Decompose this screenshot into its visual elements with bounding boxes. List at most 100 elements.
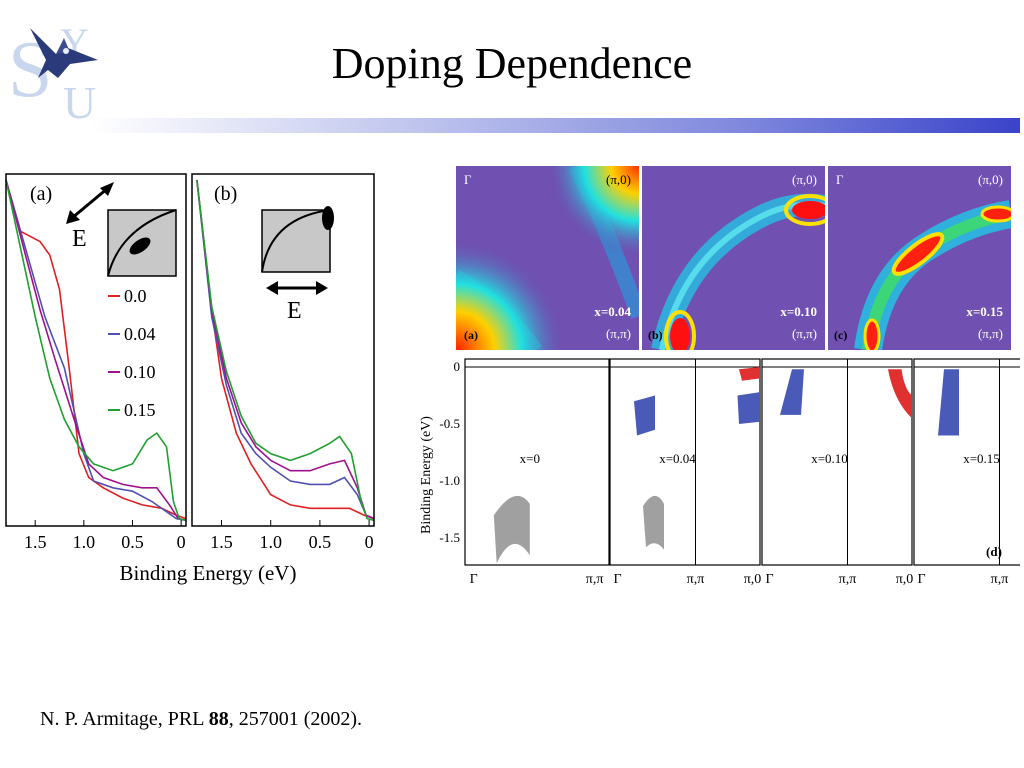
gamma-label: Γ [464,172,472,187]
fs-map-a: Γ (π,0) x=0.04 (π,π) (a) [456,166,639,350]
eagle-icon [30,28,98,78]
fs-map-b: (π,0) x=0.10 (π,π) (b) [642,166,825,350]
pi0-label: (π,0) [978,172,1003,187]
x-tick-label: 1.0 [73,532,96,552]
y-tick-label: -0.5 [439,416,460,431]
panel-a-label: (a) [30,183,52,205]
band-region [493,495,530,564]
doping-label: x=0.04 [659,451,696,466]
subpanel-frame [609,358,761,566]
k-tick-label: Γ [470,572,478,587]
doping-label: x=0.04 [594,304,631,319]
fermi-surface-maps: Γ (π,0) x=0.04 (π,π) (a) (π,0) x=0.10 (π… [456,166,1011,350]
fs-map-b-image [642,166,825,350]
x-tick-label: 1.5 [210,532,233,552]
dispersion-subpanel: x=0.04 Γ π,π π,0 [609,358,762,587]
title-underline [92,118,1020,133]
panel-b-label: (b) [214,183,237,205]
k-tick-label: π,π [586,572,604,587]
edc-line-0.15 [196,179,375,522]
panel-a-frame [5,173,187,527]
k-tick-label: π,0 [896,572,914,587]
k-tick-label: Γ [917,572,925,587]
band-region [739,367,760,381]
pipi-label: (π,π) [977,326,1003,341]
band-region [643,495,664,550]
k-tick-label: Γ [765,572,773,587]
y-tick-label: -1.5 [439,530,460,545]
panel-d-label: (d) [986,544,1002,559]
edc-panel-a [5,179,187,522]
map-panel-label: (b) [648,328,663,342]
x-tick-label: 0 [177,532,186,552]
fs-map-c: Γ (π,0) x=0.15 (π,π) (c) [828,166,1011,350]
edc-figure: (a) (b) E E 0.0 0.04 0.10 0.15 1.5 1.0 0.5 0 1.… [5,173,375,585]
logo-letter-u: U [63,77,96,120]
pipi-label: (π,π) [791,326,817,341]
k-tick-label: π,π [991,572,1009,587]
dispersion-subpanel: x=0.10 Γ π,π π,0 [761,358,914,587]
k-tick-label: Γ [613,572,621,587]
polarization-arrow-a [66,182,114,224]
dispersion-figure: Binding Energy (eV) 0 -0.5 -1.0 -1.5 x=0 Γ π,… [419,358,1020,587]
pi0-label: (π,0) [792,172,817,187]
polarization-label-b: E [287,298,302,324]
edc-line-0.0 [5,179,187,520]
slide-title: Doping Dependence [331,39,693,88]
x-tick-label: 1.5 [24,532,47,552]
legend-label: 0.15 [124,400,156,420]
x-tick-label: 0.5 [121,532,144,552]
fs-map-c-image [828,166,1011,350]
doping-label: x=0.10 [780,304,817,319]
brillouin-inset-b [261,206,334,273]
doping-label: x=0.15 [963,451,1000,466]
k-tick-label: π,0 [744,572,762,587]
edc-line-0.04 [5,179,187,522]
x-tick-label: 0 [365,532,374,552]
edc-panel-b [196,179,375,522]
citation-rest: , 257001 (2002). [228,708,363,730]
edc-line-0.15 [5,179,187,522]
map-panel-label: (c) [834,328,848,342]
edc-line-0.0 [196,179,375,520]
band-region [888,369,912,419]
y-tick-label: -1.0 [439,473,460,488]
band-region [938,369,959,436]
x-tick-label: 0.5 [309,532,332,552]
edc-line-0.04 [196,179,375,520]
edc-line-0.10 [196,179,375,520]
band-region [780,369,804,415]
citation-authors: N. P. Armitage, PRL [40,708,209,730]
polarization-label-a: E [72,226,87,252]
doping-label: x=0.15 [966,304,1003,319]
edc-line-0.10 [5,179,187,522]
panel-b-frame [191,173,375,527]
pipi-label: (π,π) [605,326,631,341]
x-tick-label: 1.0 [259,532,282,552]
gamma-label: Γ [836,172,844,187]
y-axis-label: Binding Energy (eV) [419,416,434,534]
legend-label: 0.10 [124,362,156,382]
k-tick-label: π,π [839,572,857,587]
doping-legend: 0.0 0.04 0.10 0.15 [108,286,156,420]
subpanel-frame [913,358,1020,566]
university-logo: S U Y [8,8,108,128]
band-region [634,395,655,436]
band-region [737,392,760,425]
y-tick-label: 0 [454,359,461,374]
k-tick-label: π,π [687,572,705,587]
legend-label: 0.0 [124,286,147,306]
doping-label: x=0 [520,451,540,466]
polarization-arrow-b [266,281,328,295]
fs-map-a-image [456,166,639,350]
pi0-label: (π,0) [606,172,631,187]
citation-volume: 88 [208,708,229,730]
citation: N. P. Armitage, PRL 88, 257001 (2002). [40,708,362,731]
subpanel-frame [464,358,610,566]
x-axis-label: Binding Energy (eV) [120,561,297,585]
brillouin-inset-a [107,209,177,277]
legend-label: 0.04 [124,324,156,344]
map-panel-label: (a) [464,328,478,342]
doping-label: x=0.10 [811,451,848,466]
